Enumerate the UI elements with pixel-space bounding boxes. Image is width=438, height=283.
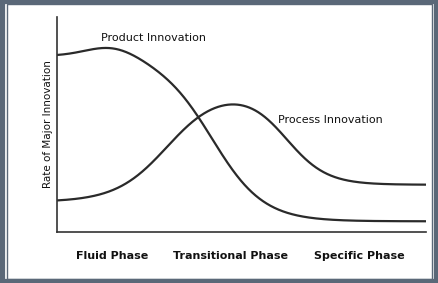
Text: Fluid Phase: Fluid Phase (76, 251, 148, 261)
Y-axis label: Rate of Major Innovation: Rate of Major Innovation (43, 61, 53, 188)
Text: Specific Phase: Specific Phase (314, 251, 404, 261)
Text: Transitional Phase: Transitional Phase (173, 251, 287, 261)
Text: Product Innovation: Product Innovation (101, 33, 206, 43)
Text: Process Innovation: Process Innovation (278, 115, 382, 125)
